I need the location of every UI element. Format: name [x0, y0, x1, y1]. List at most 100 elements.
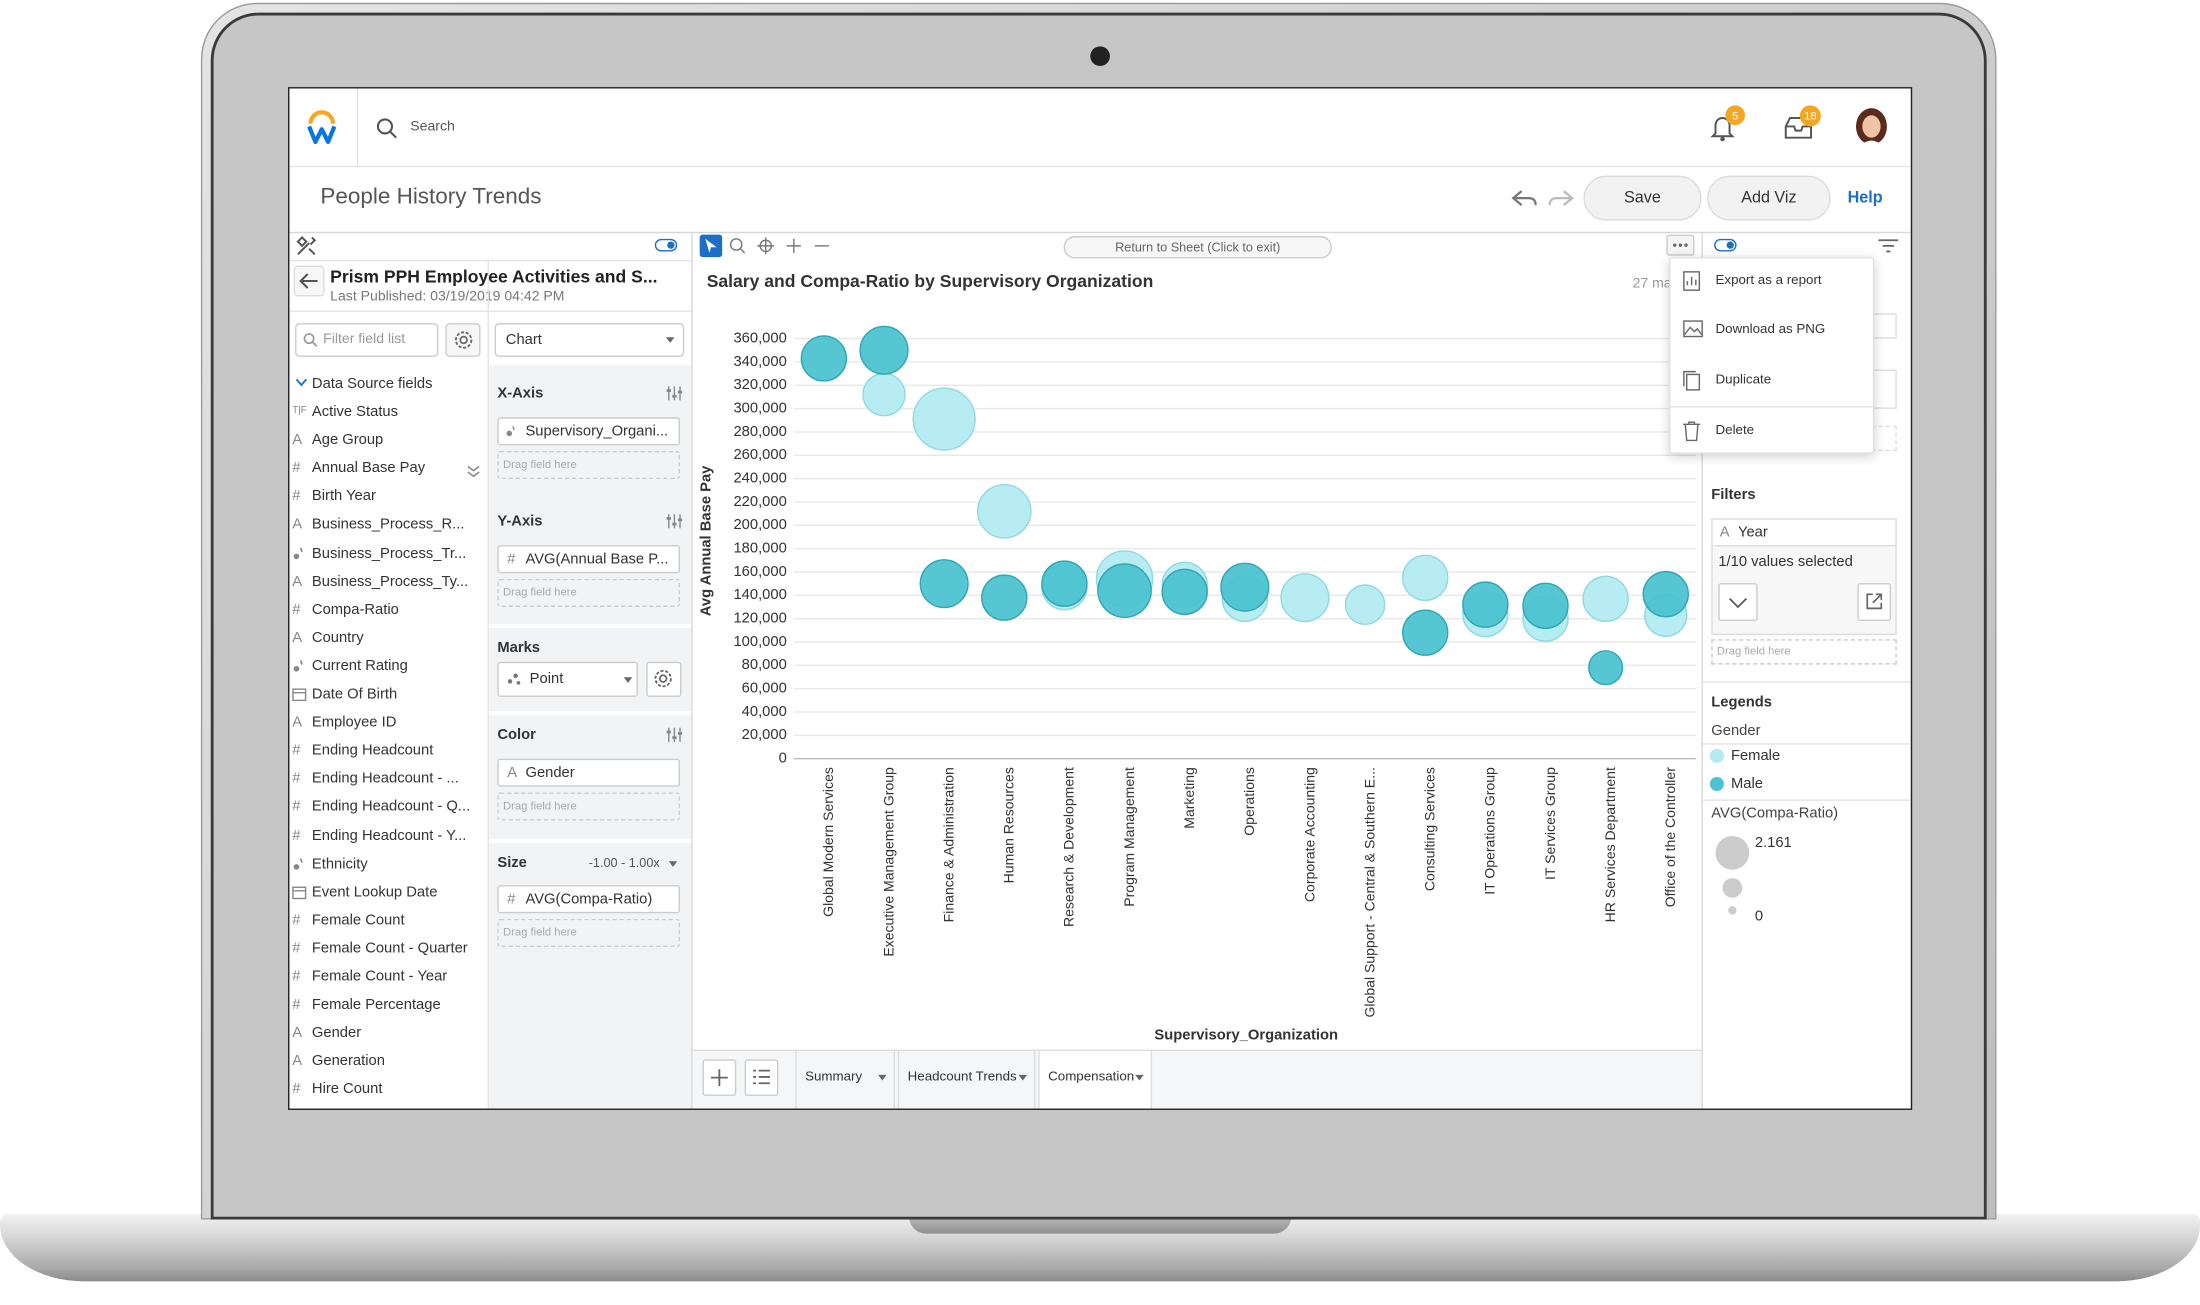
drop-zone[interactable]: [497, 451, 681, 480]
chart-tool[interactable]: [785, 237, 802, 254]
icon-shape: [1511, 190, 1537, 206]
icon-shape: [312, 341, 318, 347]
y-tick-label: 140,000: [733, 587, 786, 603]
legend-label[interactable]: Female: [1730, 747, 1781, 765]
field-item[interactable]: Gender: [311, 1024, 362, 1042]
y-tick-label: 160,000: [733, 564, 786, 580]
field-type-icon: [292, 886, 307, 899]
sheet-tab[interactable]: [795, 1050, 895, 1109]
filter-field-box[interactable]: [295, 323, 439, 357]
section-settings[interactable]: [666, 514, 683, 529]
page-title: People History Trends: [320, 185, 542, 210]
field-item[interactable]: Female Percentage: [311, 996, 441, 1014]
inbox-icon[interactable]: [1784, 117, 1813, 139]
drop-zone[interactable]: [1711, 639, 1897, 665]
bubble: [1220, 562, 1270, 612]
icon-shape: [672, 394, 677, 398]
x-tick-label: Finance & Administration: [940, 767, 956, 922]
filter-expand-button[interactable]: [1718, 583, 1758, 622]
field-item[interactable]: Current Rating: [311, 657, 408, 675]
field-item[interactable]: Birth Year: [311, 487, 376, 505]
undo-button[interactable]: [1511, 190, 1537, 207]
field-item[interactable]: Ending Headcount - Y...: [311, 826, 467, 844]
sheet-tab[interactable]: [897, 1050, 1036, 1109]
field-item[interactable]: Age Group: [311, 431, 384, 449]
field-item[interactable]: Ending Headcount: [311, 742, 434, 759]
field-item[interactable]: Country: [311, 629, 364, 647]
field-item[interactable]: Hire Count: [311, 1080, 383, 1098]
field-pill[interactable]: [497, 758, 681, 787]
field-type-icon: #: [292, 487, 301, 505]
help-link[interactable]: Help: [1847, 189, 1883, 207]
legend-label[interactable]: Male: [1730, 775, 1763, 793]
field-pill[interactable]: [497, 885, 681, 914]
field-item[interactable]: Ending Headcount - Q...: [311, 798, 471, 816]
field-pill[interactable]: [497, 545, 681, 574]
field-pill[interactable]: [497, 417, 681, 446]
settings-button[interactable]: [445, 323, 481, 357]
filter-icon[interactable]: [1878, 239, 1899, 253]
field-item[interactable]: Female Count - Quarter: [311, 939, 468, 957]
y-tick-label: 200,000: [733, 517, 786, 533]
field-item[interactable]: Event Lookup Date: [311, 883, 438, 901]
field-pill-label: AVG(Annual Base P...: [525, 550, 669, 568]
mark-settings-button[interactable]: [646, 661, 682, 697]
add-viz-button[interactable]: Add Viz: [1707, 175, 1831, 221]
field-item[interactable]: Business_Process_Ty...: [311, 572, 469, 590]
icon-shape: [516, 681, 521, 685]
icon-shape: [1673, 243, 1677, 247]
filter-placeholder: Filter field list: [323, 331, 406, 348]
bubble: [1402, 554, 1449, 602]
chart-type-dropdown[interactable]: [494, 323, 685, 357]
collapse-icon[interactable]: [466, 465, 480, 478]
icon-shape: [512, 426, 515, 431]
chart-tool[interactable]: [757, 237, 775, 255]
chart-tool[interactable]: [729, 237, 746, 254]
y-axis-title: Avg Annual Base Pay: [699, 465, 715, 616]
filter-card-head: [1711, 518, 1897, 547]
drop-zone[interactable]: [497, 918, 681, 947]
back-button[interactable]: [293, 265, 325, 297]
sheet-tab[interactable]: [1038, 1050, 1153, 1109]
panel-toggle[interactable]: [1714, 238, 1737, 252]
icon-shape: [292, 688, 307, 702]
field-item[interactable]: Annual Base Pay: [311, 459, 426, 477]
field-item[interactable]: Employee ID: [311, 713, 397, 731]
save-button[interactable]: Save: [1583, 175, 1702, 221]
icon-shape: [1683, 370, 1696, 387]
avatar[interactable]: [1853, 108, 1890, 148]
field-item[interactable]: Ethnicity: [311, 855, 368, 872]
field-item[interactable]: Business_Process_Tr...: [311, 544, 467, 562]
field-item[interactable]: Active Status: [311, 403, 399, 421]
drop-zone[interactable]: [497, 792, 681, 821]
y-tick-label: 340,000: [733, 354, 786, 370]
field-item[interactable]: Ending Headcount - ...: [311, 770, 459, 788]
drop-zone[interactable]: [497, 578, 681, 607]
field-item[interactable]: Generation: [311, 1052, 385, 1070]
field-item[interactable]: Date Of Birth: [311, 685, 398, 703]
dropdown-caret: [665, 337, 675, 343]
panel-toggle[interactable]: [654, 238, 678, 252]
context-menu: [1669, 257, 1875, 454]
mark-type-dropdown[interactable]: [497, 661, 638, 697]
icon-shape: [1714, 238, 1737, 252]
filter-field[interactable]: Year: [1737, 524, 1768, 541]
field-type-icon: #: [292, 742, 301, 759]
return-button[interactable]: Return to Sheet (Click to exit): [1063, 236, 1332, 259]
chart-tool[interactable]: [813, 237, 830, 254]
field-item[interactable]: Compa-Ratio: [311, 600, 399, 618]
search-input[interactable]: Search: [410, 119, 455, 135]
tools-icon[interactable]: [296, 236, 317, 256]
divider: [289, 310, 692, 312]
x-tick-label: Human Resources: [1001, 767, 1017, 883]
section-settings[interactable]: [666, 727, 683, 742]
divider: [289, 231, 1911, 234]
field-item[interactable]: Female Count - Year: [311, 968, 448, 985]
section-settings[interactable]: [666, 386, 683, 401]
redo-button[interactable]: [1548, 190, 1574, 207]
field-item[interactable]: Female Count: [311, 911, 405, 929]
icon-shape: [666, 517, 671, 520]
field-item[interactable]: Business_Process_R...: [311, 516, 465, 534]
size-range[interactable]: -1.00 - 1.00x: [588, 855, 660, 870]
